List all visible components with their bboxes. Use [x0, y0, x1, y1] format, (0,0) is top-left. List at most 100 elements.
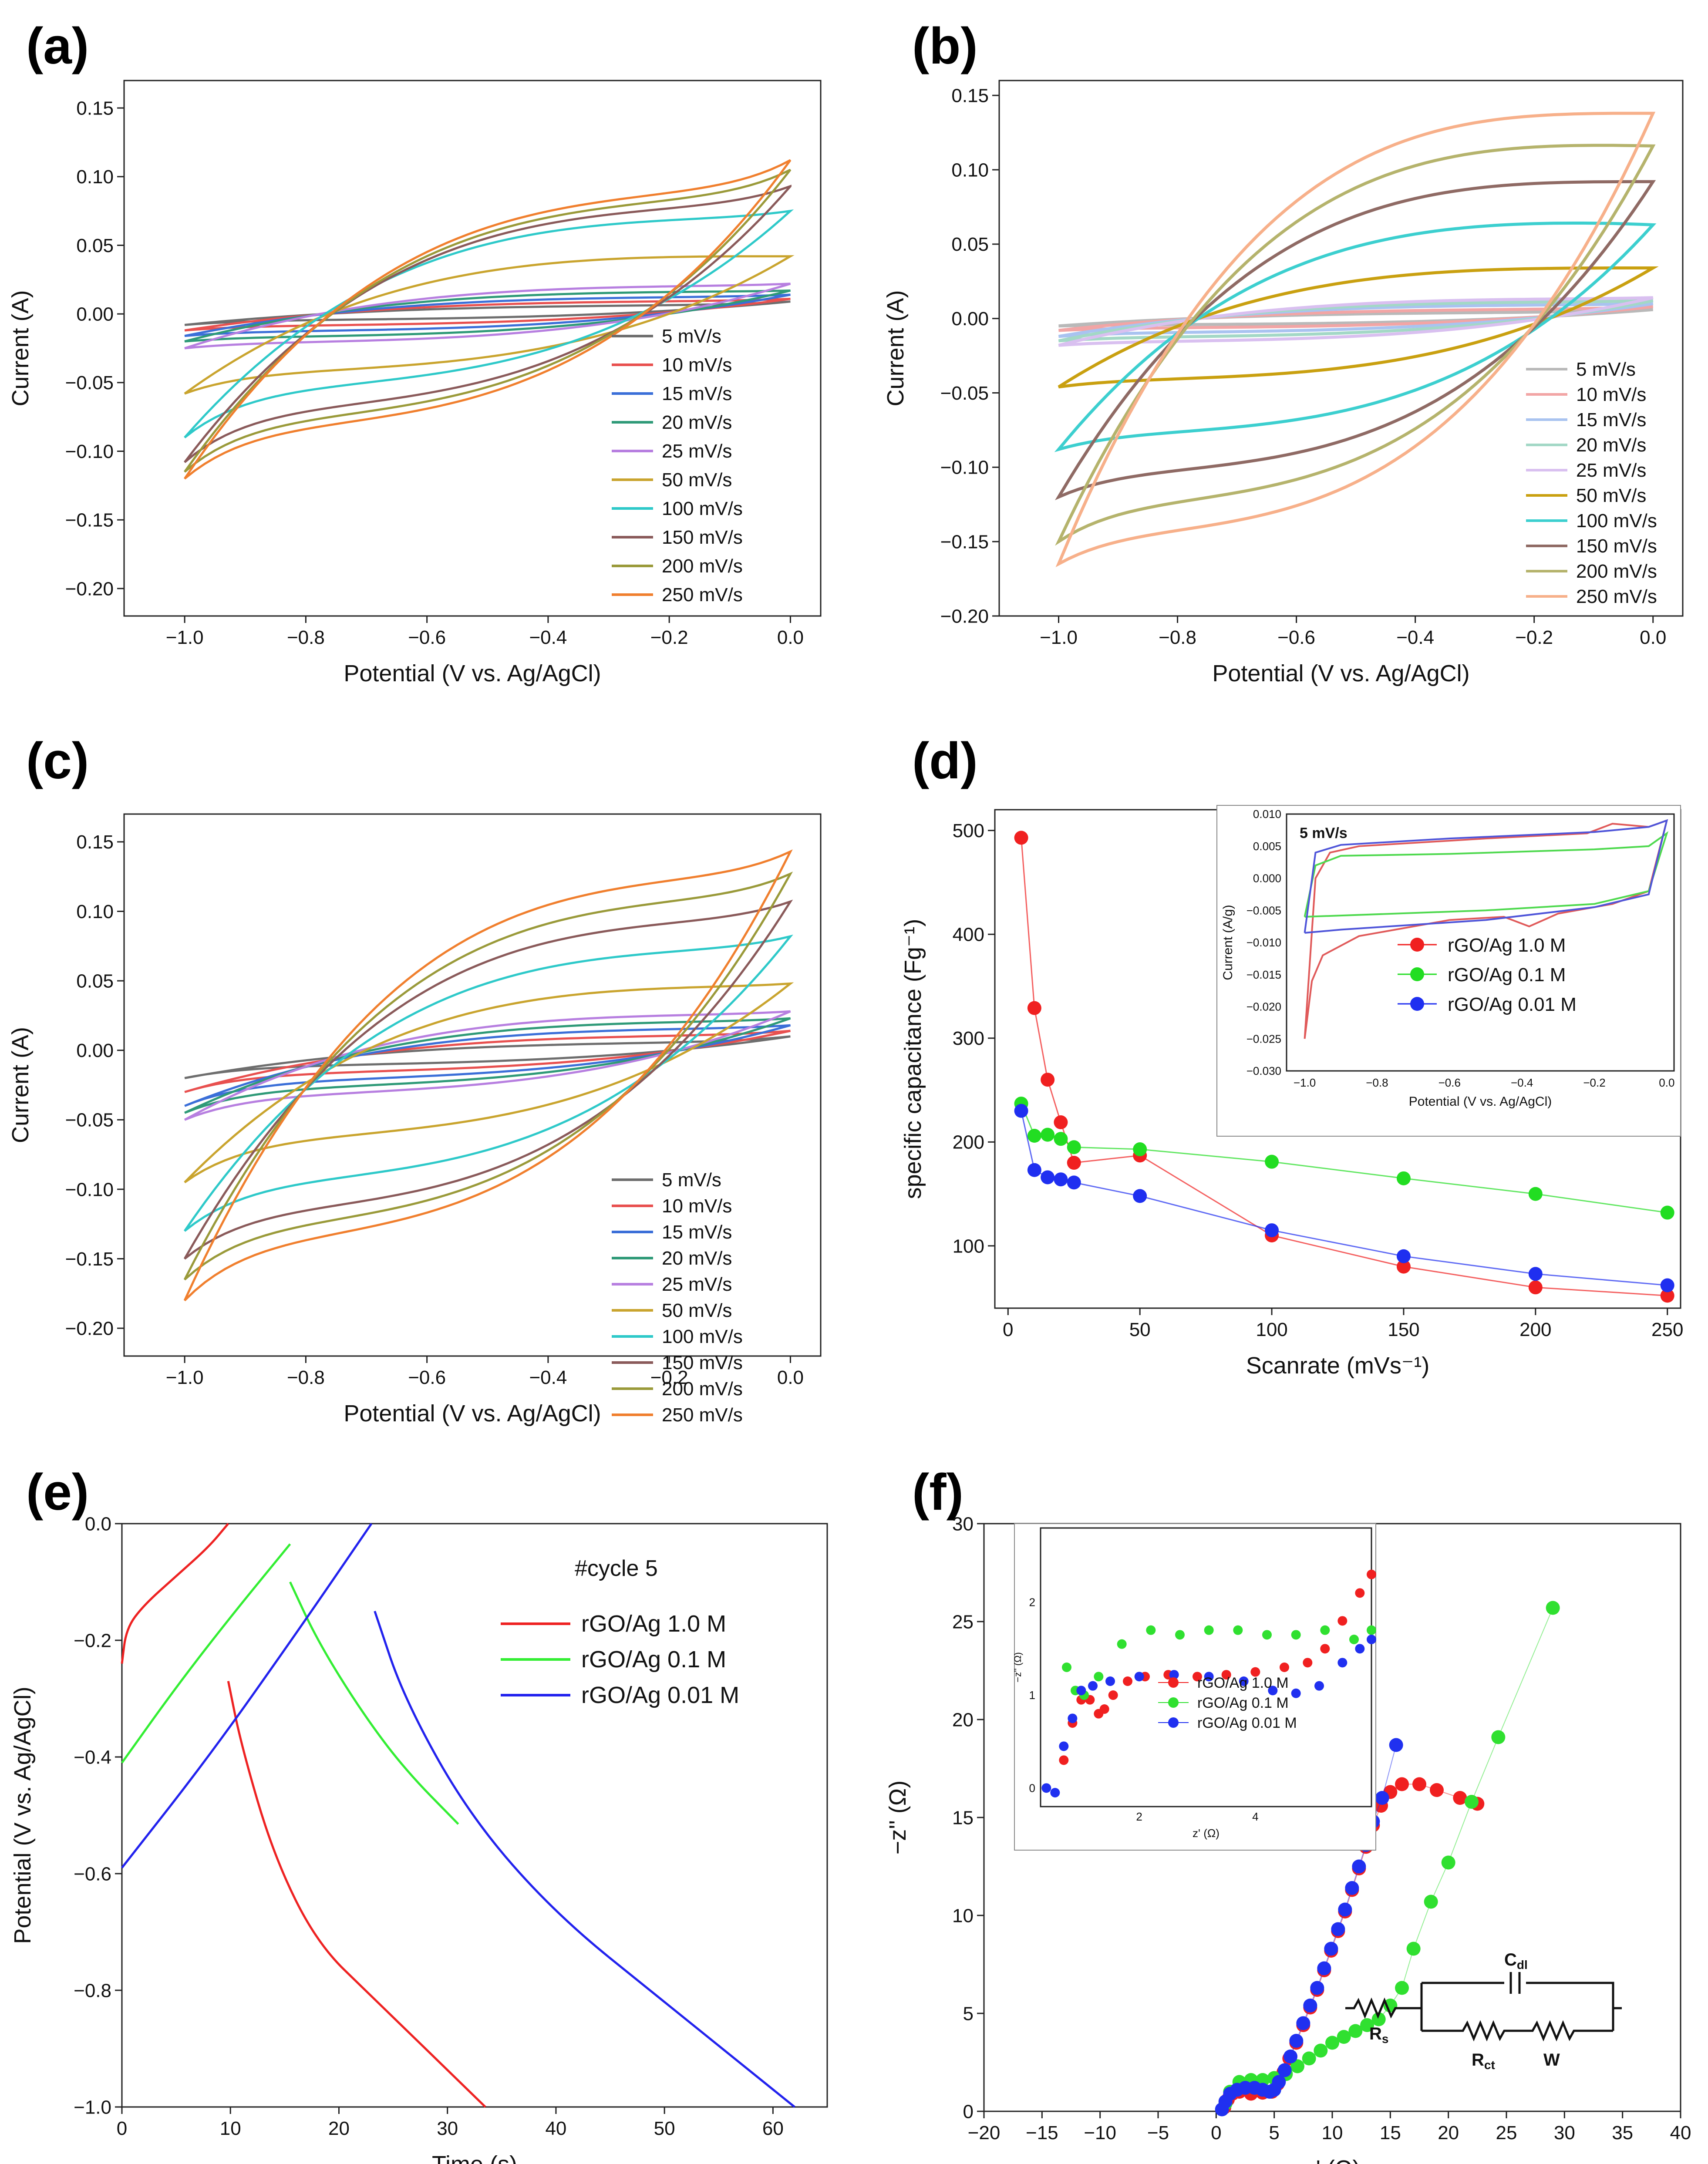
legend-label: rGO/Ag 0.1 M: [1448, 964, 1566, 986]
legend-label: 50 mV/s: [662, 1300, 732, 1321]
data-point: [1660, 1278, 1674, 1292]
y-tick-label: −0.10: [65, 1179, 114, 1200]
x-tick-label: 40: [545, 2118, 566, 2139]
cv-loop-250-mV-s: [1055, 111, 1656, 567]
data-point: [1265, 1154, 1279, 1169]
label-rct: Rct: [1472, 2050, 1495, 2072]
inset-data-point: [1291, 1630, 1301, 1640]
legend-label: rGO/Ag 0.01 M: [1197, 1715, 1297, 1731]
x-tick-label: −5: [1147, 2122, 1169, 2144]
inset-y-label: Current (A/g): [1221, 905, 1235, 980]
panel-label-d: (d): [912, 732, 978, 790]
charge-curve: [121, 1523, 229, 1664]
legend-label: rGO/Ag 0.01 M: [581, 1682, 739, 1708]
y-tick-label: −0.20: [65, 578, 114, 599]
inset-data-point: [1204, 1625, 1214, 1635]
legend-label: rGO/Ag 1.0 M: [1197, 1675, 1289, 1691]
inset-data-point: [1204, 1672, 1214, 1682]
x-axis-label: z' (Ω): [1304, 2156, 1361, 2164]
inset-data-point: [1337, 1616, 1348, 1626]
charge-curve: [121, 1523, 373, 1869]
x-tick-label: 60: [762, 2118, 784, 2139]
legend-marker: [1168, 1677, 1179, 1688]
panel-label-e: (e): [26, 1464, 89, 1521]
inset-data-point: [1105, 1676, 1115, 1686]
x-tick-label: 150: [1388, 1319, 1419, 1340]
y-tick-label: −0.20: [940, 606, 989, 627]
x-tick-label: −0.6: [408, 1367, 446, 1388]
inset-data-point: [1367, 1569, 1376, 1579]
cv-loop-20-mV-s: [184, 1017, 791, 1114]
inset-data-point: [1062, 1663, 1071, 1672]
y-tick-label: 20: [952, 1709, 974, 1730]
inset-background: [1216, 805, 1681, 1137]
series-line: [1221, 1745, 1397, 2110]
x-tick-label: 35: [1612, 2122, 1633, 2144]
inset-data-point: [1099, 1704, 1109, 1714]
panel-label-b: (b): [912, 17, 978, 75]
legend-label: 15 mV/s: [1576, 409, 1646, 431]
inset-y-tick-label: −0.020: [1246, 1000, 1281, 1013]
inset-data-point: [1355, 1644, 1365, 1654]
legend-label: rGO/Ag 1.0 M: [581, 1611, 726, 1637]
legend-marker: [1410, 938, 1424, 952]
inset-x-label: z' (Ω): [1193, 1827, 1220, 1840]
cv-loop-50-mV-s: [1058, 266, 1659, 389]
cv-loop-20-mV-s: [184, 289, 791, 343]
x-tick-label: 10: [1322, 2122, 1343, 2144]
x-tick-label: 50: [654, 2118, 675, 2139]
legend-label: 25 mV/s: [1576, 460, 1646, 481]
cv-loop-10-mV-s: [184, 298, 791, 332]
cv-loop-10-mV-s: [184, 1030, 791, 1093]
inset-data-point: [1041, 1783, 1051, 1793]
cv-loop-150-mV-s: [1054, 180, 1656, 501]
legend-label: 5 mV/s: [662, 1169, 721, 1191]
x-tick-label: −0.2: [650, 1367, 688, 1388]
inset-x-tick-label: −0.4: [1511, 1076, 1533, 1089]
label-rs: Rs: [1369, 2024, 1388, 2046]
inset-data-point: [1367, 1635, 1376, 1644]
cv-loop-25-mV-s: [184, 283, 791, 350]
y-axis-label: Current (A): [7, 1027, 34, 1143]
inset-data-point: [1314, 1681, 1324, 1691]
inset-data-point: [1059, 1755, 1069, 1765]
y-tick-label: 0: [963, 2101, 974, 2122]
x-tick-label: −0.8: [287, 1367, 325, 1388]
inset-y-tick-label: −0.030: [1246, 1064, 1281, 1077]
y-tick-label: 0.15: [76, 831, 114, 853]
data-point: [1396, 1249, 1411, 1263]
data-point: [1265, 1223, 1279, 1238]
series-line: [1021, 838, 1668, 1296]
legend-label: 200 mV/s: [1576, 561, 1657, 582]
y-tick-label: 0.05: [76, 970, 114, 992]
y-tick-label: 300: [953, 1028, 984, 1049]
data-point: [1528, 1187, 1543, 1201]
y-tick-label: 0.10: [951, 159, 989, 181]
legend-label: 15 mV/s: [662, 1222, 732, 1243]
y-tick-label: 0.00: [76, 304, 114, 325]
inset-x-tick-label: 2: [1136, 1810, 1142, 1823]
inset-x-tick-label: −1.0: [1294, 1076, 1316, 1089]
x-tick-label: 40: [1670, 2122, 1691, 2144]
chart-e: 0 10 20 30 40 50 60 −1.0 −0.8 −0.6 −0.4 −0.2 0.0 Time…: [0, 1445, 853, 2164]
legend-label: 5 mV/s: [1576, 359, 1636, 380]
inset-data-point: [1349, 1635, 1359, 1644]
inset-data-point: [1239, 1676, 1249, 1686]
data-point: [1014, 831, 1028, 845]
x-tick-label: −0.2: [650, 627, 688, 648]
chart-c: −1.0 −0.8 −0.6 −0.4 −0.2 0.0 −0.20 −0.15 −0.10 −0…: [0, 723, 853, 1445]
y-tick-label: 500: [953, 820, 984, 841]
y-tick-label: 100: [953, 1235, 984, 1257]
y-tick-label: −0.4: [74, 1747, 111, 1768]
inset-cv-trace: [1304, 819, 1668, 934]
legend-label: 50 mV/s: [1576, 485, 1646, 506]
inset-data-point: [1250, 1667, 1260, 1677]
cv-loop-50-mV-s: [184, 255, 795, 395]
x-tick-label: −0.6: [408, 627, 446, 648]
x-axis-label: Scanrate (mVs⁻¹): [1246, 1353, 1430, 1379]
inset-y-tick-label: 0.005: [1253, 840, 1281, 853]
legend-label: 250 mV/s: [1576, 586, 1657, 607]
inset-x-tick-label: 4: [1252, 1810, 1258, 1823]
legend-label: 15 mV/s: [662, 383, 732, 404]
x-tick-label: −10: [1084, 2122, 1116, 2144]
